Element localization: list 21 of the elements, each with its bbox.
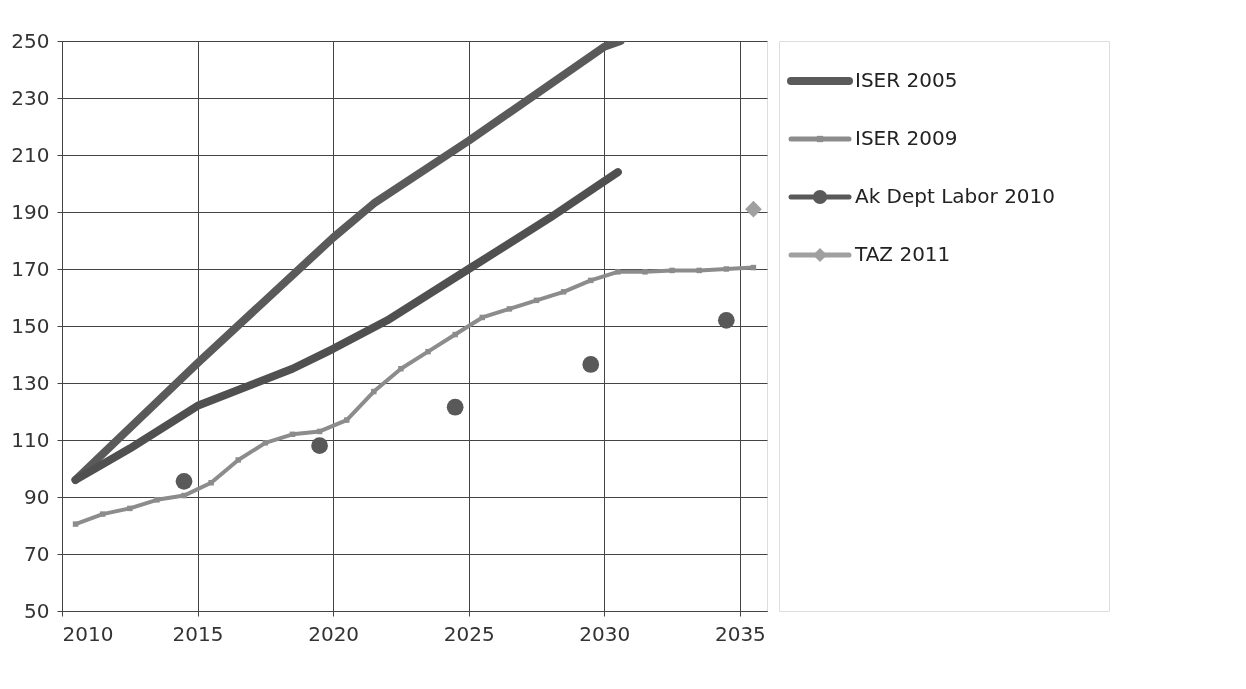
x-tick-label: 2025: [443, 621, 495, 646]
y-tick-label: 210: [11, 142, 50, 167]
legend-label: ISER 2009: [855, 126, 958, 150]
y-tick-label: 90: [24, 484, 50, 509]
y-tick-label: 130: [11, 370, 50, 395]
y-tick-label: 50: [24, 598, 50, 623]
legend-label: ISER 2005: [855, 68, 958, 92]
y-tick-label: 110: [11, 427, 50, 452]
y-tick-label: 150: [11, 313, 50, 338]
x-tick-label: 2020: [308, 621, 360, 646]
x-tick-label: 2015: [172, 621, 224, 646]
y-tick-label: 70: [24, 541, 50, 566]
x-tick-label: 2010: [62, 621, 114, 646]
y-tick-label: 250: [11, 28, 50, 53]
y-tick-label: 230: [11, 85, 50, 110]
legend-label: Ak Dept Labor 2010: [855, 184, 1056, 208]
y-tick-label: 170: [11, 256, 50, 281]
legend-label: TAZ 2011: [854, 242, 951, 266]
x-tick-label: 2035: [714, 621, 766, 646]
x-tick-label: 2030: [579, 621, 631, 646]
y-tick-label: 190: [11, 199, 50, 224]
